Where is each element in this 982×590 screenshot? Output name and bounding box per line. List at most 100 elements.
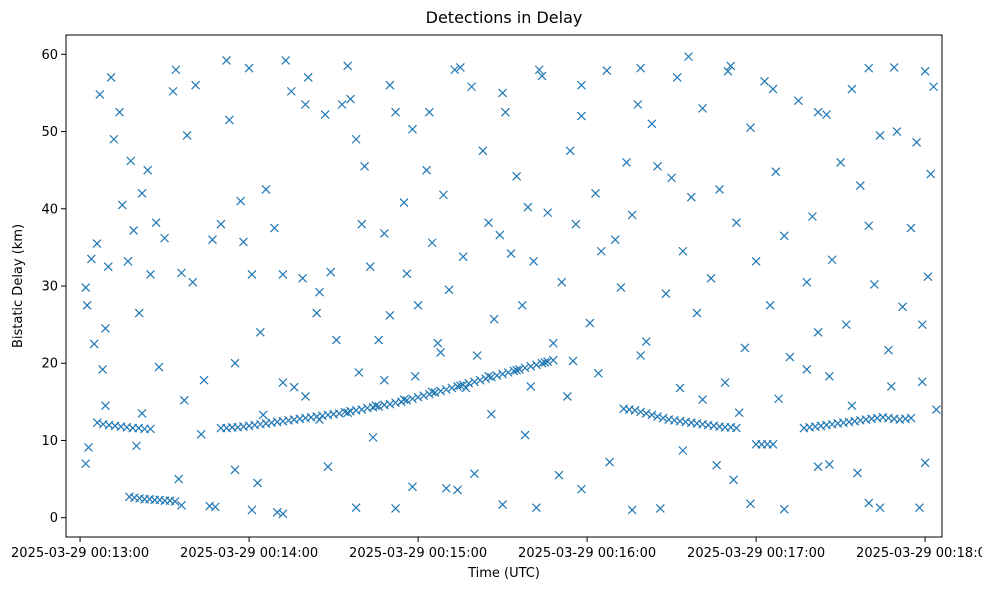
data-point [402, 395, 412, 405]
data-point [484, 218, 493, 228]
data-point [537, 358, 547, 368]
data-point [453, 381, 462, 391]
data-point [177, 500, 186, 510]
data-point [847, 401, 857, 411]
x-axis: 2025-03-29 00:13:00 2025-03-29 00:14:00 20… [11, 537, 982, 561]
data-point [686, 192, 696, 202]
data-point [151, 218, 161, 228]
data-point [472, 351, 482, 360]
data-point [484, 371, 493, 381]
data-point [458, 252, 468, 262]
data-point [230, 465, 240, 475]
data-point [537, 71, 547, 81]
data-point [160, 233, 170, 243]
data-point [540, 358, 550, 367]
data-point [886, 381, 896, 391]
data-point [869, 280, 879, 289]
data-point [289, 382, 299, 392]
data-point [813, 107, 823, 117]
data-point [216, 219, 226, 229]
data-point [391, 107, 400, 117]
data-point [726, 61, 736, 71]
data-point [765, 300, 775, 310]
data-point [101, 401, 110, 411]
data-point [731, 218, 741, 228]
y-axis: 0 10 20 30 40 50 60 [41, 48, 66, 526]
data-point [154, 362, 164, 372]
data-point [641, 409, 651, 418]
data-point [715, 185, 724, 194]
data-point [915, 503, 924, 513]
data-point [281, 56, 291, 65]
data-point [678, 446, 688, 455]
data-point [467, 82, 477, 92]
data-point [802, 364, 812, 374]
data-point [343, 408, 353, 418]
data-point [441, 385, 451, 394]
data-point [137, 188, 147, 198]
data-point [315, 287, 324, 297]
data-point [926, 169, 936, 179]
data-point [489, 314, 499, 324]
data-point [658, 413, 668, 423]
data-point [447, 383, 457, 393]
data-point [236, 196, 246, 206]
x-tick-label: 2025-03-29 00:13:00 [11, 546, 149, 561]
x-tick-label: 2025-03-29 00:17:00 [687, 546, 825, 561]
data-point [520, 430, 530, 440]
data-point [371, 401, 381, 411]
data-point [98, 364, 108, 374]
data-point [841, 320, 851, 330]
data-point [455, 381, 465, 391]
data-point [746, 123, 755, 133]
data-point [824, 371, 834, 381]
data-point [565, 146, 575, 156]
data-point [300, 392, 310, 401]
data-point [771, 167, 781, 177]
data-point [622, 158, 631, 167]
data-point [923, 272, 933, 282]
data-point [548, 338, 558, 348]
data-point [591, 188, 600, 198]
data-point [492, 371, 502, 381]
x-tick-label: 2025-03-29 00:16:00 [518, 546, 656, 561]
data-point [478, 146, 488, 156]
data-point [436, 347, 446, 357]
data-point [931, 405, 941, 414]
data-point [470, 469, 479, 479]
data-point [199, 375, 209, 385]
data-point [912, 137, 922, 147]
data-point [892, 127, 902, 136]
data-point [571, 219, 581, 229]
data-point [740, 343, 750, 353]
data-point [101, 324, 110, 333]
data-point [115, 107, 124, 117]
data-point [300, 100, 310, 109]
data-point [698, 103, 708, 113]
data-point [562, 392, 572, 401]
data-point [89, 339, 99, 349]
data-point [712, 460, 722, 470]
data-point [354, 368, 364, 377]
data-point [808, 212, 817, 221]
data-point [793, 96, 803, 106]
data-point [86, 254, 96, 264]
data-point [191, 80, 200, 90]
data-point [813, 327, 823, 337]
data-point [419, 391, 429, 401]
data-point [326, 267, 336, 277]
data-point [126, 156, 136, 166]
x-tick-label: 2025-03-29 00:15:00 [349, 546, 487, 561]
data-point [529, 256, 538, 266]
data-point [526, 381, 536, 391]
data-point [605, 457, 615, 467]
data-point [81, 459, 91, 469]
data-point [920, 66, 930, 76]
data-point [385, 80, 395, 90]
data-point [320, 110, 330, 119]
data-point [408, 394, 417, 404]
data-point [503, 368, 513, 377]
data-point [323, 462, 333, 472]
data-point [593, 368, 603, 378]
data-point [627, 210, 637, 220]
